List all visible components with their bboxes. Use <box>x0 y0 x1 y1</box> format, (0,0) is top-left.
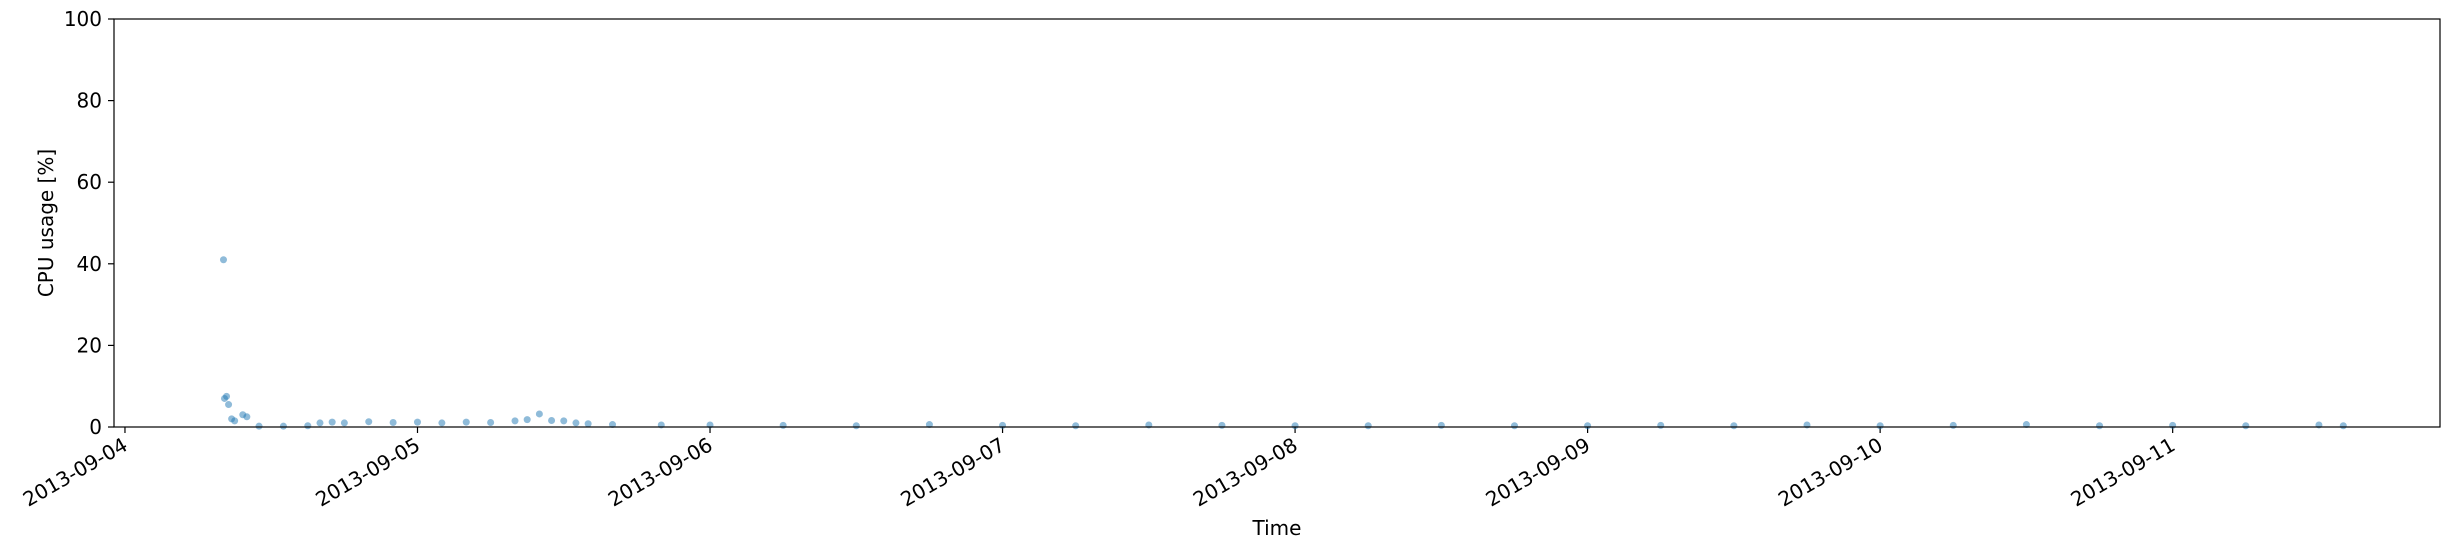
point <box>2022 421 2030 429</box>
x-tick-label: 2013-09-09 <box>1481 433 1594 512</box>
point <box>243 413 251 421</box>
point <box>225 401 233 409</box>
point <box>2339 422 2347 430</box>
point <box>2169 421 2177 429</box>
point <box>304 422 312 430</box>
point <box>316 419 324 427</box>
y-tick-label: 20 <box>77 333 102 357</box>
y-tick-label: 40 <box>77 252 102 276</box>
point <box>523 416 531 424</box>
x-tick-label: 2013-09-04 <box>19 433 132 512</box>
point <box>1437 421 1445 429</box>
point <box>1218 421 1226 429</box>
point <box>925 421 933 429</box>
point <box>999 421 1007 429</box>
x-tick-label: 2013-09-07 <box>896 433 1009 512</box>
point <box>609 421 617 429</box>
point <box>2242 422 2250 430</box>
point <box>231 417 239 425</box>
point <box>487 419 495 427</box>
point <box>255 422 263 430</box>
point <box>2096 422 2104 430</box>
point <box>1876 422 1884 430</box>
point <box>548 416 556 424</box>
point <box>1072 422 1080 430</box>
point <box>572 419 580 427</box>
point <box>328 418 336 426</box>
y-axis-label: CPU usage [%] <box>34 149 58 297</box>
x-tick-label: 2013-09-10 <box>1774 433 1887 512</box>
point <box>223 392 231 400</box>
point <box>1730 422 1738 430</box>
point <box>438 419 446 427</box>
point <box>584 420 592 428</box>
point <box>1949 421 1957 429</box>
x-tick-label: 2013-09-11 <box>2067 433 2180 512</box>
point <box>340 419 348 427</box>
point <box>279 422 287 430</box>
point <box>389 419 397 427</box>
y-tick-label: 60 <box>77 170 102 194</box>
point <box>779 421 787 429</box>
point <box>1657 421 1665 429</box>
x-axis-label: Time <box>1252 516 1302 540</box>
point <box>1510 422 1518 430</box>
point <box>560 417 568 425</box>
point <box>852 422 860 430</box>
x-tick-label: 2013-09-05 <box>311 433 424 512</box>
point <box>219 256 227 264</box>
point <box>413 418 421 426</box>
x-tick-label: 2013-09-06 <box>604 433 717 512</box>
point <box>535 410 543 418</box>
x-tick-label: 2013-09-08 <box>1189 433 1302 512</box>
point <box>365 418 373 426</box>
point <box>1584 422 1592 430</box>
y-tick-label: 80 <box>77 89 102 113</box>
point <box>511 417 519 425</box>
point <box>462 418 470 426</box>
y-tick-label: 0 <box>89 415 102 439</box>
point <box>1364 422 1372 430</box>
plot-frame <box>113 18 2441 428</box>
y-tick-label: 100 <box>64 7 102 31</box>
point <box>1291 422 1299 430</box>
